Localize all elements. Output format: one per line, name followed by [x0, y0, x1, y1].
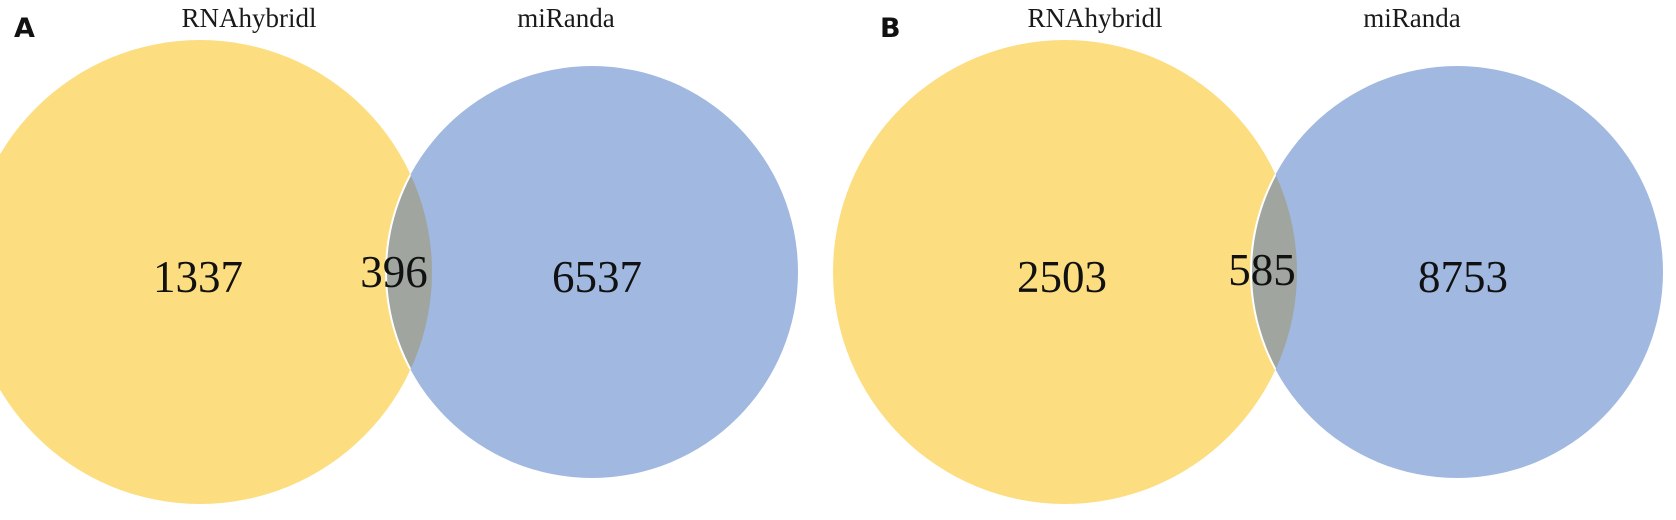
panel-a-right-label: miRanda	[517, 3, 614, 33]
panel-a-right-circle	[386, 66, 798, 478]
panel-a-letter: A	[14, 13, 35, 44]
panel-a-overlap-count: 396	[360, 247, 428, 297]
panel-b-left-label: RNAhybridl	[1028, 3, 1163, 33]
panel-a-left-label: RNAhybridl	[182, 3, 317, 33]
panel-b-right-outline	[1250, 65, 1297, 479]
panel-b-right-only-count: 8753	[1418, 252, 1508, 302]
panel-b-letter: B	[880, 13, 901, 44]
panel-a-right-outline	[385, 65, 432, 479]
panel-b-overlap-count: 585	[1228, 245, 1296, 295]
panel-a-left-circle	[0, 40, 432, 504]
panel-a-left-only-count: 1337	[153, 252, 243, 302]
panel-b-left-circle	[833, 40, 1297, 504]
panel-b-left-only-count: 2503	[1017, 252, 1107, 302]
panel-a: A RNAhybridl miRanda 1337 396 6537	[0, 3, 798, 504]
panel-b-right-circle	[1251, 66, 1663, 478]
panel-a-right-only-count: 6537	[552, 252, 642, 302]
panel-b: B RNAhybridl miRanda 2503 585 8753	[833, 3, 1663, 504]
panel-b-right-label: miRanda	[1363, 3, 1460, 33]
